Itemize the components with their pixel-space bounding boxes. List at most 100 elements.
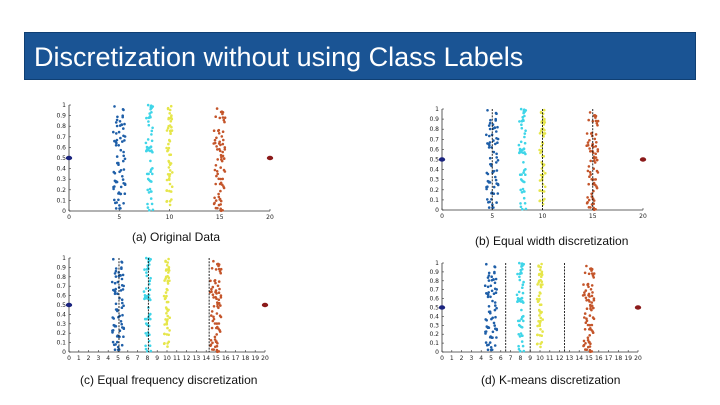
- data-point: [119, 207, 122, 210]
- data-point: [221, 112, 224, 116]
- x-tick-label: 19: [251, 355, 259, 362]
- data-point: [217, 322, 221, 325]
- data-point: [592, 114, 596, 117]
- data-point: [166, 261, 169, 264]
- data-point: [492, 292, 496, 295]
- data-point: [218, 149, 222, 153]
- data-point: [588, 111, 592, 114]
- data-point: [215, 107, 219, 110]
- data-point: [588, 300, 591, 303]
- data-point: [122, 159, 125, 163]
- data-point: [215, 170, 219, 173]
- data-point: [521, 118, 525, 122]
- data-point: [490, 275, 493, 278]
- data-point: [524, 173, 527, 176]
- data-point: [217, 128, 221, 132]
- data-point: [114, 275, 118, 278]
- data-point: [522, 319, 525, 323]
- data-point: [113, 198, 116, 202]
- data-point: [149, 197, 153, 200]
- data-point: [219, 207, 222, 211]
- data-point: [492, 150, 496, 154]
- data-point: [595, 185, 598, 188]
- data-point: [123, 192, 127, 195]
- data-point: [539, 278, 542, 282]
- data-point: [592, 297, 596, 300]
- data-point: [213, 322, 217, 325]
- data-point: [168, 189, 171, 193]
- data-point: [589, 267, 592, 271]
- data-point: [588, 295, 591, 298]
- data-point: [215, 136, 218, 140]
- chart-svg: 00.10.20.30.40.50.60.70.80.910 5 10 15 20: [56, 102, 274, 221]
- data-point: [583, 291, 586, 294]
- x-tick-label: 16: [595, 355, 603, 362]
- data-point: [524, 207, 528, 211]
- data-point: [519, 350, 522, 353]
- data-point: [491, 330, 495, 334]
- y-tick-label: 1: [435, 260, 439, 267]
- data-point: [590, 301, 594, 304]
- data-point: [491, 299, 494, 303]
- data-point: [536, 324, 539, 328]
- x-tick-label: 10: [166, 214, 174, 221]
- chart-svg: 00.10.20.30.40.50.60.70.80.910 1 2 3 4 5 6 7 8 9 1…: [56, 255, 269, 362]
- data-point: [147, 191, 151, 194]
- data-point: [215, 312, 219, 315]
- data-point: [123, 182, 127, 186]
- data-point: [521, 115, 524, 119]
- y-tick-label: 0.3: [56, 176, 66, 183]
- x-tick-label: 17: [605, 355, 613, 362]
- y-tick-label: 0.4: [429, 167, 439, 174]
- data-point: [120, 306, 124, 309]
- x-tick-label: 14: [202, 355, 210, 362]
- data-point: [492, 278, 495, 281]
- data-point: [593, 159, 596, 163]
- cluster-points: [208, 259, 223, 354]
- data-point: [486, 348, 490, 352]
- data-point: [122, 127, 125, 130]
- data-point: [586, 196, 589, 199]
- x-tick-label: 3: [96, 355, 100, 362]
- data-point: [493, 265, 496, 268]
- data-point: [487, 206, 491, 209]
- data-point: [119, 148, 123, 152]
- data-point: [591, 151, 595, 154]
- data-point: [144, 347, 148, 351]
- data-point: [520, 340, 524, 343]
- data-point: [121, 301, 124, 305]
- data-point: [524, 152, 527, 156]
- data-point: [115, 155, 119, 158]
- data-point: [168, 153, 171, 157]
- data-point: [521, 187, 525, 191]
- data-point: [116, 334, 119, 337]
- data-point: [214, 268, 218, 271]
- data-point: [212, 315, 215, 319]
- data-point: [487, 279, 491, 282]
- data-point: [123, 157, 127, 161]
- data-point: [222, 138, 225, 142]
- data-point: [219, 267, 223, 271]
- data-point: [591, 330, 594, 333]
- data-point: [488, 156, 492, 160]
- data-point: [539, 328, 542, 331]
- data-point: [220, 158, 223, 161]
- data-point: [216, 172, 219, 176]
- data-point: [213, 141, 217, 145]
- data-point: [121, 115, 124, 119]
- x-tick-label: 4: [106, 355, 110, 362]
- data-point: [489, 284, 493, 288]
- data-point: [170, 117, 174, 121]
- data-point: [209, 343, 213, 347]
- data-point: [223, 120, 226, 124]
- data-point: [117, 191, 121, 194]
- data-point: [213, 201, 216, 205]
- data-point: [592, 272, 596, 275]
- y-tick-label: 0: [435, 207, 439, 214]
- y-tick-label: 0.6: [56, 144, 66, 151]
- data-point: [493, 344, 497, 347]
- chart-original-data: 0 0.1 0.2 0.3 0.4 0.5 0.6 0.7 0.8 0.9 1 0 5 10 15 20: [55, 102, 280, 222]
- data-point: [221, 154, 225, 158]
- data-point: [114, 267, 118, 270]
- y-tick-label: 0.9: [429, 269, 439, 276]
